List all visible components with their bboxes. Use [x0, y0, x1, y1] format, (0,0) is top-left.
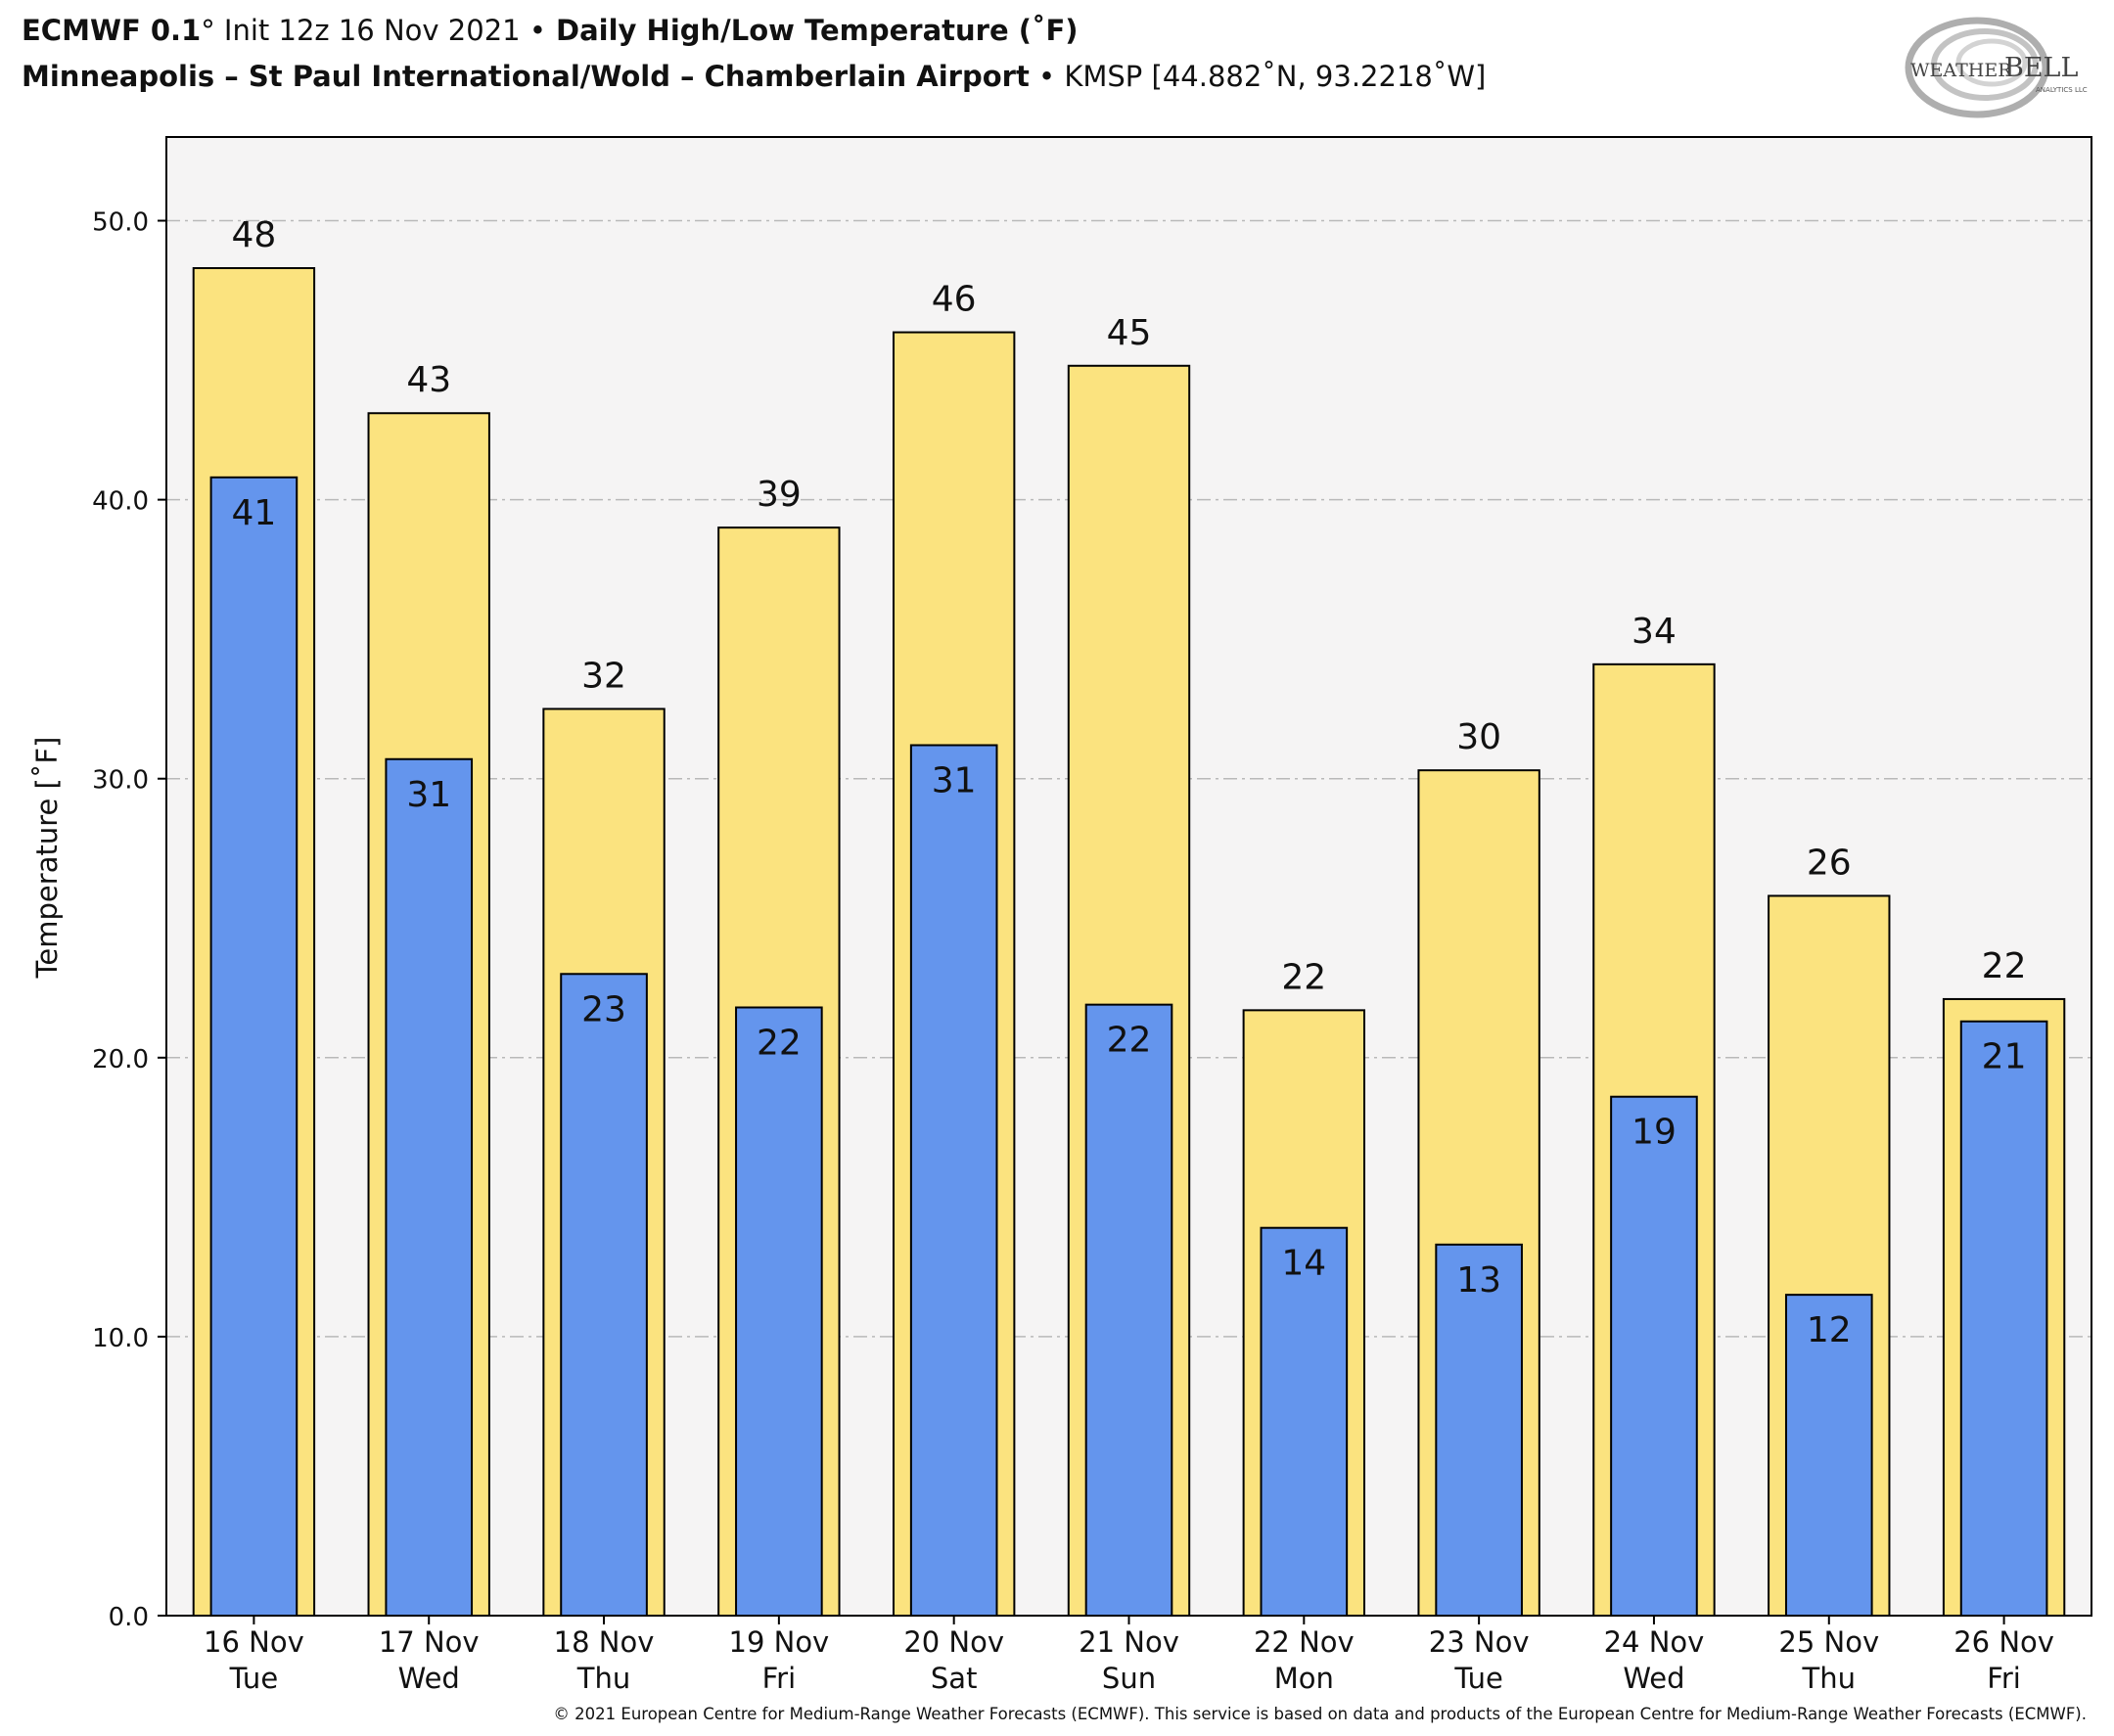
model-name: ECMWF 0.1 — [22, 14, 202, 47]
low-temp-label: 31 — [932, 761, 977, 801]
y-tick-label: 40.0 — [92, 487, 149, 517]
low-temp-label: 14 — [1281, 1244, 1326, 1284]
station-id: KMSP [44.882˚N, 93.2218˚W] — [1064, 60, 1487, 93]
separator-dot: • — [528, 14, 546, 47]
x-tick-label-day: Tue — [1453, 1662, 1503, 1695]
x-tick-label-date: 21 Nov — [1079, 1625, 1179, 1659]
low-temp-bar — [1435, 1243, 1523, 1618]
data-labels: 48 41 43 31 32 23 39 22 46 31 45 22 22 14 30 13 34 19 26 12… — [232, 215, 2027, 1350]
y-tick-label: 20.0 — [92, 1045, 149, 1074]
low-temp-bar — [909, 744, 998, 1617]
low-temp-bar — [209, 476, 299, 1618]
x-tick-label-date: 18 Nov — [554, 1625, 655, 1659]
low-temp-label: 21 — [1982, 1037, 2027, 1077]
x-tick-label-day: Thu — [576, 1662, 630, 1695]
low-temp-bar — [560, 973, 648, 1617]
x-tick-label-date: 20 Nov — [903, 1625, 1004, 1659]
high-temp-label: 30 — [1456, 717, 1501, 757]
x-tick-label-day: Tue — [229, 1662, 279, 1695]
x-tick-label-date: 25 Nov — [1778, 1625, 1879, 1659]
x-tick-label-day: Thu — [1802, 1662, 1856, 1695]
low-temp-label: 22 — [757, 1023, 802, 1063]
x-tick-label-date: 16 Nov — [204, 1625, 304, 1659]
low-temp-label: 23 — [581, 989, 626, 1029]
logo-text-sub: ANALYTICS LLC — [2036, 86, 2088, 94]
x-tick-label-date: 23 Nov — [1429, 1625, 1530, 1659]
x-tick-label-day: Mon — [1274, 1662, 1334, 1695]
separator-dot: • — [1029, 60, 1065, 93]
high-temp-label: 46 — [932, 280, 977, 320]
low-temp-bar — [1260, 1226, 1349, 1617]
high-temp-label: 32 — [581, 656, 626, 696]
low-temp-bar — [1084, 1003, 1173, 1618]
x-tick-label-day: Fri — [1987, 1662, 2021, 1695]
station-name: Minneapolis – St Paul International/Wold… — [22, 60, 1030, 93]
low-temp-label: 31 — [406, 775, 451, 815]
high-temp-label: 45 — [1107, 313, 1152, 353]
high-temp-label: 48 — [232, 215, 277, 255]
init-time: Init 12z 16 Nov 2021 — [214, 14, 529, 47]
x-tick-label-date: 22 Nov — [1254, 1625, 1355, 1659]
x-tick-label-date: 17 Nov — [379, 1625, 480, 1659]
low-temp-label: 22 — [1107, 1021, 1152, 1061]
y-tick-label: 0.0 — [109, 1603, 149, 1632]
y-tick-label: 10.0 — [92, 1324, 149, 1353]
chart-subtitle: Minneapolis – St Paul International/Wold… — [22, 60, 1486, 93]
high-temp-label: 39 — [757, 475, 802, 515]
low-temp-label: 41 — [232, 493, 277, 533]
y-tick-label: 30.0 — [92, 766, 149, 796]
low-temp-bar — [1959, 1020, 2048, 1617]
logo-text-weather: WEATHER — [1910, 60, 2012, 81]
y-tick-label: 50.0 — [92, 208, 149, 238]
x-tick-label-day: Sat — [931, 1662, 978, 1695]
low-temp-label: 19 — [1631, 1113, 1677, 1153]
low-temp-label: 13 — [1456, 1260, 1501, 1301]
weatherbell-logo: WEATHER BELL ANALYTICS LLC — [1905, 17, 2088, 118]
x-tick-label-day: Wed — [1623, 1662, 1684, 1695]
y-axis-label: Temperature [˚F] — [30, 737, 64, 980]
product-name: Daily High/Low Temperature (˚F) — [545, 14, 1079, 47]
y-axis: 0.0 10.0 20.0 30.0 40.0 50.0 — [92, 208, 166, 1632]
x-tick-label-day: Fri — [762, 1662, 797, 1695]
low-temp-bar — [385, 757, 474, 1617]
high-temp-label: 43 — [406, 360, 451, 400]
high-temp-label: 22 — [1982, 946, 2027, 986]
high-temp-label: 26 — [1807, 843, 1852, 883]
bars — [192, 266, 2066, 1618]
low-temp-label: 12 — [1807, 1310, 1852, 1350]
low-temp-bar — [1610, 1095, 1698, 1617]
low-temp-bar — [735, 1006, 823, 1618]
x-tick-label-day: Wed — [398, 1662, 460, 1695]
x-tick-label-date: 26 Nov — [1953, 1625, 2054, 1659]
high-temp-label: 22 — [1281, 957, 1326, 997]
copyright-footer: © 2021 European Centre for Medium-Range … — [553, 1705, 2087, 1723]
logo-text-bell: BELL — [2004, 53, 2078, 83]
x-tick-label-date: 24 Nov — [1604, 1625, 1705, 1659]
x-tick-label-date: 19 Nov — [729, 1625, 830, 1659]
x-tick-label-day: Sun — [1102, 1662, 1156, 1695]
high-temp-label: 34 — [1631, 612, 1677, 652]
degree-symbol: ° — [201, 14, 215, 47]
chart-title: ECMWF 0.1° Init 12z 16 Nov 2021 • Daily … — [22, 14, 1079, 47]
